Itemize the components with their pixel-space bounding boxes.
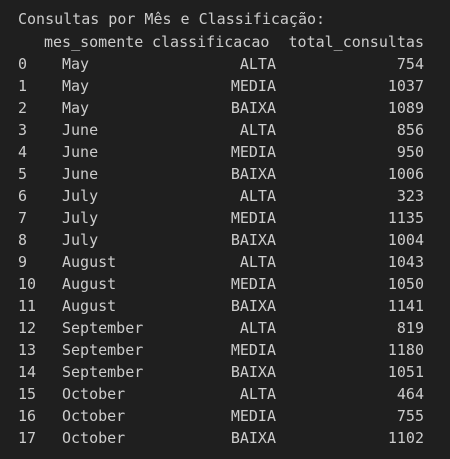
table-row: 16 October MEDIA 755 — [18, 405, 428, 427]
table-row: 8 July BAIXA 1004 — [18, 229, 428, 251]
table-row: 9 August ALTA 1043 — [18, 251, 428, 273]
row-total-consultas: 755 — [396, 407, 424, 425]
row-total-consultas: 1043 — [387, 253, 424, 271]
row-total-consultas: 856 — [396, 121, 424, 139]
row-index: 11 — [18, 297, 37, 315]
row-index: 3 — [18, 121, 28, 139]
table-row: 5 June BAIXA 1006 — [18, 163, 428, 185]
row-index: 13 — [18, 341, 37, 359]
row-classificacao: BAIXA — [230, 363, 276, 381]
row-index: 4 — [18, 143, 28, 161]
row-index: 12 — [18, 319, 37, 337]
row-mes-somente: May — [62, 99, 90, 117]
row-classificacao: MEDIA — [230, 77, 276, 95]
row-classificacao: ALTA — [239, 187, 276, 205]
table-row: 15 October ALTA 464 — [18, 383, 428, 405]
row-classificacao: BAIXA — [230, 165, 276, 183]
row-mes-somente: June — [62, 165, 99, 183]
row-mes-somente: June — [62, 121, 99, 139]
row-mes-somente: May — [62, 55, 90, 73]
row-classificacao: BAIXA — [230, 99, 276, 117]
table-row: 2 May BAIXA 1089 — [18, 97, 428, 119]
table-row: 0 May ALTA 754 — [18, 53, 428, 75]
column-header-total-consultas: total_consultas — [288, 33, 424, 51]
row-classificacao: ALTA — [239, 253, 276, 271]
table-row: 11 August BAIXA 1141 — [18, 295, 428, 317]
row-mes-somente: July — [62, 187, 99, 205]
output-title: Consultas por Mês e Classificação: — [18, 10, 326, 28]
row-total-consultas: 819 — [396, 319, 424, 337]
row-index: 8 — [18, 231, 28, 249]
table-row: 14 September BAIXA 1051 — [18, 361, 428, 383]
row-total-consultas: 1004 — [387, 231, 424, 249]
table-body: 0 May ALTA 754 1 May MEDIA 1037 2 May BAIXA 1089 3 Ju… — [18, 53, 428, 449]
table-row: 12 September ALTA 819 — [18, 317, 428, 339]
row-index: 10 — [18, 275, 37, 293]
row-classificacao: MEDIA — [230, 341, 276, 359]
row-total-consultas: 1102 — [387, 429, 424, 447]
table-row: 17 October BAIXA 1102 — [18, 427, 428, 449]
row-classificacao: MEDIA — [230, 143, 276, 161]
row-mes-somente: October — [62, 385, 126, 403]
table-row: 4 June MEDIA 950 — [18, 141, 428, 163]
table-row: 10 August MEDIA 1050 — [18, 273, 428, 295]
row-index: 14 — [18, 363, 37, 381]
row-index: 2 — [18, 99, 28, 117]
row-classificacao: ALTA — [239, 319, 276, 337]
table-row: 1 May MEDIA 1037 — [18, 75, 428, 97]
row-total-consultas: 1141 — [387, 297, 424, 315]
row-total-consultas: 323 — [396, 187, 424, 205]
column-header-classificacao: classificacao — [152, 33, 270, 51]
row-mes-somente: September — [62, 341, 144, 359]
row-total-consultas: 1006 — [387, 165, 424, 183]
row-total-consultas: 1037 — [387, 77, 424, 95]
row-index: 7 — [18, 209, 28, 227]
row-classificacao: MEDIA — [230, 407, 276, 425]
row-total-consultas: 1135 — [387, 209, 424, 227]
dataframe-table: mes_somente classificacao total_consulta… — [18, 31, 428, 449]
row-mes-somente: May — [62, 77, 90, 95]
row-mes-somente: July — [62, 209, 99, 227]
row-mes-somente: July — [62, 231, 99, 249]
row-index: 5 — [18, 165, 28, 183]
row-index: 9 — [18, 253, 28, 271]
row-total-consultas: 754 — [396, 55, 424, 73]
row-classificacao: MEDIA — [230, 275, 276, 293]
row-classificacao: BAIXA — [230, 297, 276, 315]
row-index: 6 — [18, 187, 28, 205]
row-classificacao: ALTA — [239, 121, 276, 139]
row-mes-somente: October — [62, 429, 126, 447]
row-total-consultas: 1089 — [387, 99, 424, 117]
row-total-consultas: 1051 — [387, 363, 424, 381]
table-row: 7 July MEDIA 1135 — [18, 207, 428, 229]
row-total-consultas: 950 — [396, 143, 424, 161]
row-mes-somente: August — [62, 253, 117, 271]
table-row: 13 September MEDIA 1180 — [18, 339, 428, 361]
row-classificacao: MEDIA — [230, 209, 276, 227]
row-classificacao: ALTA — [239, 385, 276, 403]
row-total-consultas: 1050 — [387, 275, 424, 293]
column-header-mes-somente: mes_somente — [44, 33, 144, 51]
row-total-consultas: 464 — [396, 385, 424, 403]
row-mes-somente: September — [62, 319, 144, 337]
row-index: 0 — [18, 55, 28, 73]
row-index: 17 — [18, 429, 37, 447]
row-mes-somente: September — [62, 363, 144, 381]
row-total-consultas: 1180 — [387, 341, 424, 359]
table-header-row: mes_somente classificacao total_consulta… — [18, 31, 428, 53]
row-mes-somente: October — [62, 407, 126, 425]
row-index: 15 — [18, 385, 37, 403]
row-classificacao: BAIXA — [230, 231, 276, 249]
table-row: 6 July ALTA 323 — [18, 185, 428, 207]
row-mes-somente: August — [62, 297, 117, 315]
row-index: 1 — [18, 77, 28, 95]
row-classificacao: BAIXA — [230, 429, 276, 447]
row-classificacao: ALTA — [239, 55, 276, 73]
row-mes-somente: August — [62, 275, 117, 293]
row-index: 16 — [18, 407, 37, 425]
row-mes-somente: June — [62, 143, 99, 161]
table-row: 3 June ALTA 856 — [18, 119, 428, 141]
